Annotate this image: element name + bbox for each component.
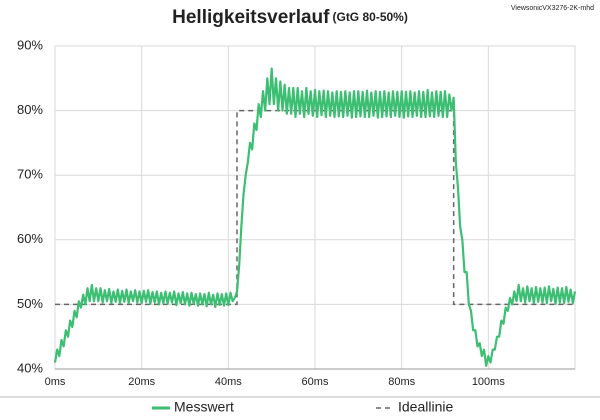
x-tick-label: 100ms	[472, 376, 506, 388]
y-tick-label: 50%	[17, 296, 43, 311]
x-tick-label: 20ms	[128, 376, 155, 388]
x-tick-label: 0ms	[45, 376, 66, 388]
x-tick-label: 40ms	[215, 376, 242, 388]
y-tick-label: 60%	[17, 231, 43, 246]
legend-item: Messwert	[152, 399, 234, 415]
chart-title: Helligkeitsverlauf (GtG 80-50%)	[172, 7, 408, 28]
legend-item: Ideallinie	[376, 399, 453, 415]
y-tick-label: 40%	[17, 360, 43, 375]
y-tick-label: 70%	[17, 167, 43, 182]
x-tick-label: 60ms	[302, 376, 329, 388]
title-note: (GtG 80-50%)	[332, 10, 407, 24]
x-tick-label: 80ms	[388, 376, 415, 388]
y-tick-label: 80%	[17, 102, 43, 117]
data-line	[53, 67, 577, 367]
legend-label: Ideallinie	[398, 399, 453, 415]
y-tick-label: 90%	[17, 37, 43, 52]
legend-label: Messwert	[174, 399, 234, 415]
title-main: Helligkeitsverlauf	[172, 7, 330, 28]
device-label: ViewsonicVX3276-2K-mhd	[511, 5, 594, 12]
